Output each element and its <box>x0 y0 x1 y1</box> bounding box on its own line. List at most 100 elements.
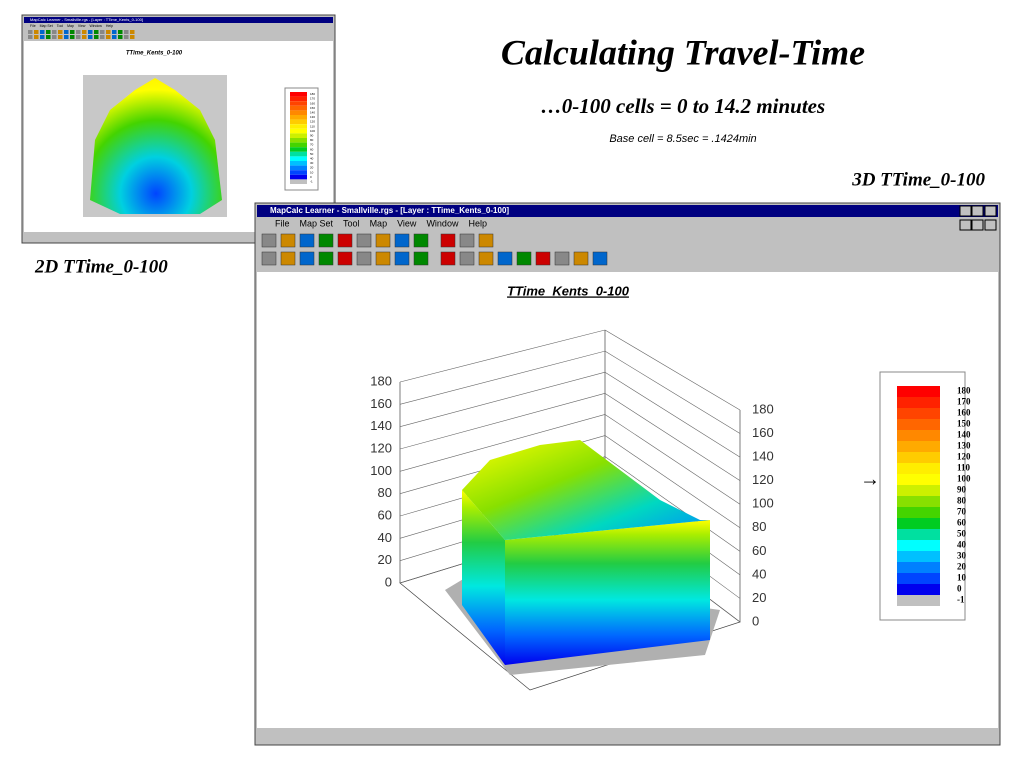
right-axis-label: 0 <box>752 613 759 628</box>
tool-button[interactable] <box>280 233 296 248</box>
tool-button[interactable] <box>94 35 99 39</box>
tool-button[interactable] <box>112 35 117 39</box>
window-title: MapCalc Learner - Smallville.rgs - [Laye… <box>30 17 143 22</box>
tool-button[interactable] <box>554 251 570 266</box>
tool-button[interactable] <box>118 35 123 39</box>
tool-button[interactable] <box>76 30 81 34</box>
maximize-button[interactable] <box>971 205 984 217</box>
tool-button[interactable] <box>106 35 111 39</box>
doc-maximize-button[interactable] <box>971 219 984 231</box>
menu-item[interactable]: Map <box>370 218 388 228</box>
tool-button[interactable] <box>130 35 135 39</box>
tool-button[interactable] <box>497 251 513 266</box>
menu-item[interactable]: Tool <box>57 24 64 28</box>
tool-button[interactable] <box>573 251 589 266</box>
legend-swatch <box>290 165 307 171</box>
tool-button[interactable] <box>28 30 33 34</box>
tool-button[interactable] <box>394 233 410 248</box>
doc-minimize-button[interactable] <box>959 219 972 231</box>
tool-button[interactable] <box>46 35 51 39</box>
tool-button[interactable] <box>130 30 135 34</box>
tool-button[interactable] <box>106 30 111 34</box>
tool-button[interactable] <box>337 233 353 248</box>
tool-button[interactable] <box>28 35 33 39</box>
tool-button[interactable] <box>478 251 494 266</box>
tool-button[interactable] <box>394 251 410 266</box>
legend-swatch <box>290 124 307 129</box>
tool-button[interactable] <box>318 233 334 248</box>
tool-button[interactable] <box>64 35 69 39</box>
tool-button[interactable] <box>82 30 87 34</box>
menu-item[interactable]: Help <box>468 218 487 228</box>
tool-button[interactable] <box>34 35 39 39</box>
tool-button[interactable] <box>592 251 608 266</box>
tool-button[interactable] <box>440 233 456 248</box>
menu-item[interactable]: Map Set <box>40 24 53 28</box>
tool-button[interactable] <box>535 251 551 266</box>
close-button[interactable] <box>984 205 997 217</box>
tool-button[interactable] <box>459 251 475 266</box>
tool-button[interactable] <box>478 233 494 248</box>
legend-arrow: → <box>860 468 880 490</box>
menu-item[interactable]: File <box>275 218 290 228</box>
legend-label: 80 <box>310 138 314 142</box>
tool-button[interactable] <box>516 251 532 266</box>
menu-item[interactable]: Window <box>426 218 459 228</box>
legend-swatch <box>290 179 307 184</box>
tool-button[interactable] <box>112 30 117 34</box>
tool-button[interactable] <box>88 35 93 39</box>
tool-button[interactable] <box>76 35 81 39</box>
legend-label: 30 <box>310 161 314 165</box>
tool-button[interactable] <box>356 233 372 248</box>
tool-button[interactable] <box>337 251 353 266</box>
tool-button[interactable] <box>94 30 99 34</box>
tool-button[interactable] <box>64 30 69 34</box>
window-2d: MapCalc Learner - Smallville.rgs - [Laye… <box>21 14 336 244</box>
menu-item[interactable]: View <box>397 218 417 228</box>
tool-button[interactable] <box>82 35 87 39</box>
tool-button[interactable] <box>413 233 429 248</box>
tool-button[interactable] <box>34 30 39 34</box>
tool-button[interactable] <box>58 30 63 34</box>
left-axis-label: 100 <box>370 463 392 478</box>
tool-button[interactable] <box>100 35 105 39</box>
tool-button[interactable] <box>375 233 391 248</box>
tool-button[interactable] <box>70 35 75 39</box>
legend-label: 140 <box>310 110 315 114</box>
tool-button[interactable] <box>40 35 45 39</box>
doc-close-button[interactable] <box>984 219 997 231</box>
menu-item[interactable]: Map Set <box>300 218 334 228</box>
tool-button[interactable] <box>124 35 129 39</box>
menu-item[interactable]: Help <box>106 24 113 28</box>
menu-item[interactable]: File <box>30 24 36 28</box>
menu-item[interactable]: Tool <box>343 218 360 228</box>
minimize-button[interactable] <box>959 205 972 217</box>
tool-button[interactable] <box>118 30 123 34</box>
tool-button[interactable] <box>299 233 315 248</box>
tool-button[interactable] <box>318 251 334 266</box>
menu-item[interactable]: Map <box>67 24 74 28</box>
tool-button[interactable] <box>70 30 75 34</box>
tool-button[interactable] <box>52 35 57 39</box>
tool-button[interactable] <box>52 30 57 34</box>
tool-button[interactable] <box>100 30 105 34</box>
tool-button[interactable] <box>40 30 45 34</box>
tool-button[interactable] <box>46 30 51 34</box>
tool-button[interactable] <box>124 30 129 34</box>
tool-button[interactable] <box>299 251 315 266</box>
tool-button[interactable] <box>375 251 391 266</box>
grid-line <box>604 393 741 481</box>
tool-button[interactable] <box>413 251 429 266</box>
tool-button[interactable] <box>280 251 296 266</box>
tool-button[interactable] <box>440 251 456 266</box>
grid-line <box>604 350 741 434</box>
tool-button[interactable] <box>58 35 63 39</box>
tool-button[interactable] <box>261 233 277 248</box>
tool-button[interactable] <box>459 233 475 248</box>
tool-button[interactable] <box>88 30 93 34</box>
menu-item[interactable]: View <box>78 24 86 28</box>
legend-label: 50 <box>957 529 967 539</box>
tool-button[interactable] <box>356 251 372 266</box>
tool-button[interactable] <box>261 251 277 266</box>
menu-item[interactable]: Window <box>89 24 102 28</box>
